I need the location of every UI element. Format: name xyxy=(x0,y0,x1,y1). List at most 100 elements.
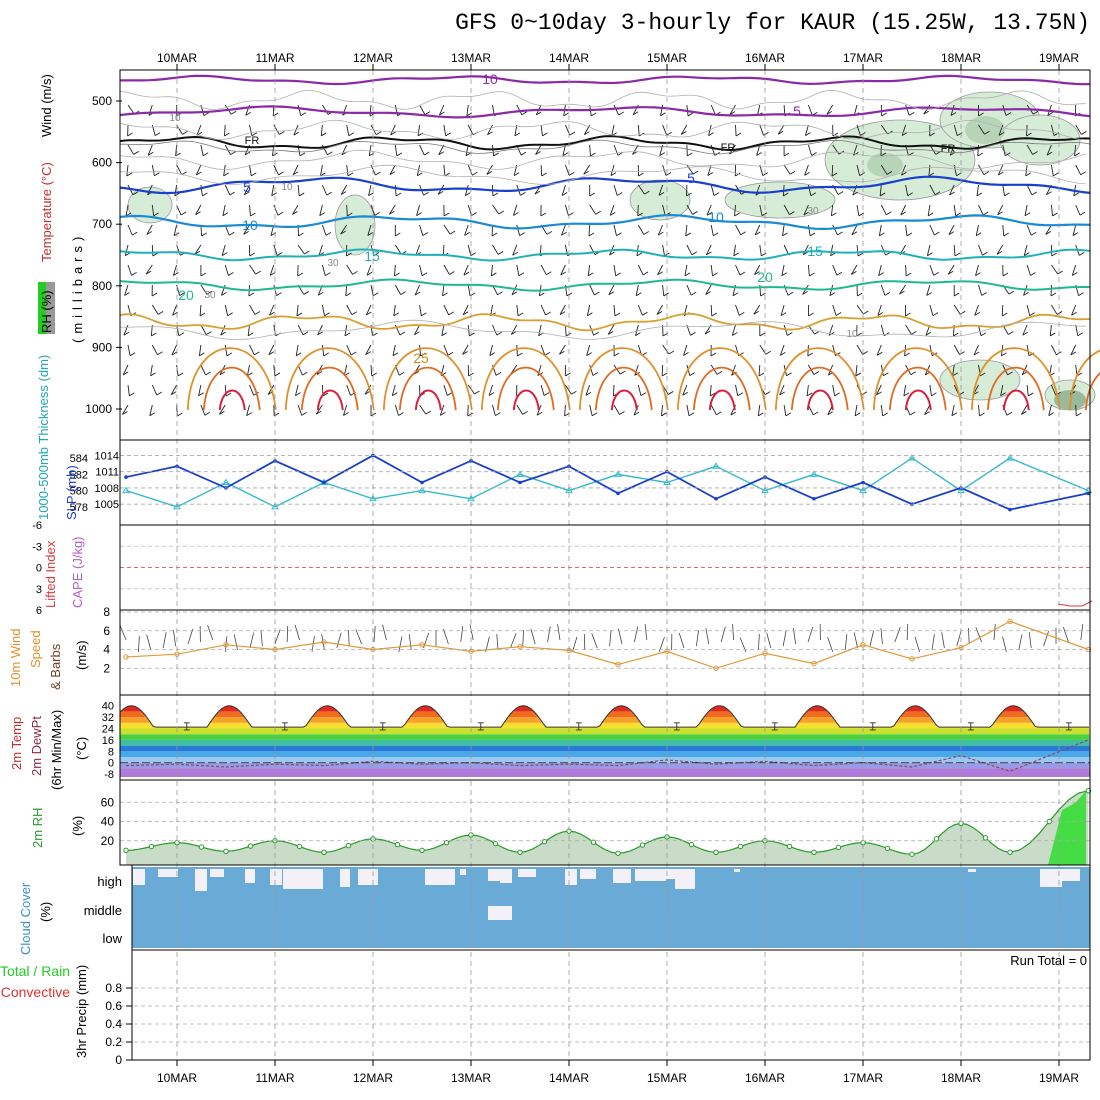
wind-barb xyxy=(320,124,323,136)
wind-barb xyxy=(156,391,163,396)
wind-barb xyxy=(927,252,933,257)
wind-barb xyxy=(471,212,477,216)
wind-barb xyxy=(244,191,250,196)
wind-barb xyxy=(224,264,229,276)
wind-barb xyxy=(1046,144,1052,156)
wind-barb xyxy=(346,304,353,315)
rh-label: 10 xyxy=(169,113,181,124)
isotherm-label: FR xyxy=(721,142,736,154)
wind-barb xyxy=(173,630,176,647)
slp-point xyxy=(812,496,816,501)
wind-barb xyxy=(705,628,710,645)
thickness-point xyxy=(222,478,230,485)
chart-title: GFS 0~10day 3-hourly for KAUR (15.25W, 1… xyxy=(455,10,1090,36)
wind-barb xyxy=(857,292,863,297)
isotherm-line xyxy=(119,135,1091,152)
wind-barb xyxy=(564,204,569,216)
wind-barb xyxy=(609,204,615,216)
wind-barb xyxy=(365,344,372,355)
wind-barb xyxy=(491,232,498,237)
rh-shading xyxy=(867,153,903,177)
wind-barb xyxy=(419,404,427,415)
rh-point xyxy=(933,836,940,842)
wind-barb xyxy=(1053,132,1060,137)
wind-barb xyxy=(1050,344,1057,356)
wind-barb xyxy=(571,390,577,395)
wind-barb xyxy=(1071,311,1077,316)
wind-barb xyxy=(522,410,528,415)
wind-speed-point xyxy=(811,660,817,667)
wind-barb xyxy=(514,132,521,137)
wind-barb xyxy=(634,626,639,643)
wind-barb xyxy=(315,404,323,415)
temp-tick-label: 16 xyxy=(102,735,114,747)
wind-barb xyxy=(340,184,348,195)
wind-barb xyxy=(975,627,982,643)
wind-barb xyxy=(496,331,503,336)
wind-barb xyxy=(368,144,372,156)
wind-barb xyxy=(911,330,917,335)
wind-barb xyxy=(122,411,128,415)
wind-barb xyxy=(488,392,495,396)
thickness-point xyxy=(614,470,622,477)
wind-barb xyxy=(325,272,331,277)
wind-barb xyxy=(1070,351,1077,356)
rh-tick-label: 40 xyxy=(101,815,115,829)
wind-barb xyxy=(443,628,449,645)
wind-barb xyxy=(613,224,617,236)
wind-barb xyxy=(470,252,477,257)
rh-area xyxy=(126,790,1089,865)
wind-barb xyxy=(713,192,720,197)
wind-barb xyxy=(517,312,524,317)
wind-barb xyxy=(441,324,445,336)
temp-band xyxy=(120,717,1090,723)
wind-barb xyxy=(322,104,329,115)
slp-tick-label: 1008 xyxy=(95,483,119,495)
wind-tick-label: 8 xyxy=(103,605,110,619)
isotherm-label: FR xyxy=(245,135,260,147)
temp-units-label: (°C) xyxy=(74,737,89,760)
wind-barb xyxy=(859,172,865,177)
wind-barb xyxy=(230,151,236,156)
wind-barb xyxy=(246,364,250,376)
thickness-point xyxy=(467,494,475,502)
wind-barb xyxy=(739,271,746,276)
wind-barb xyxy=(445,132,451,137)
temp-band xyxy=(120,768,1090,777)
wind-barb xyxy=(200,144,204,156)
wind-barb xyxy=(662,244,665,256)
wind-barb xyxy=(953,124,958,136)
wind-barb xyxy=(880,244,887,256)
wind-barb xyxy=(415,244,421,256)
bottom-date-label: 14MAR xyxy=(549,1071,589,1085)
wind-barb xyxy=(637,124,640,136)
wind-barb xyxy=(1050,124,1055,136)
wind-barb xyxy=(950,112,957,116)
wind-barb xyxy=(635,332,641,337)
wind-speed-label: Speed xyxy=(28,630,43,668)
wind-barb xyxy=(876,351,883,356)
wind-barb xyxy=(929,264,935,276)
wind-barb xyxy=(978,404,980,416)
wind-barb xyxy=(953,244,956,257)
wind-barb xyxy=(644,624,648,641)
isotherm-label: 5 xyxy=(243,179,251,195)
isotherm-label: 20 xyxy=(757,269,773,285)
wind-barb xyxy=(830,252,836,257)
wind-barb xyxy=(443,264,450,275)
wind-barb xyxy=(877,312,884,316)
isotherm-35 xyxy=(806,389,834,411)
wind-barb xyxy=(546,230,553,235)
wind-barb xyxy=(686,204,693,215)
wind-barb xyxy=(879,232,885,237)
wind-barb xyxy=(348,630,350,647)
wind-barb xyxy=(876,344,882,356)
wind-barb xyxy=(836,271,843,276)
wind-barb xyxy=(662,344,670,355)
wind-barb xyxy=(369,104,372,116)
wind-barb xyxy=(269,311,275,316)
wind-barb xyxy=(1080,624,1084,641)
wind-barb xyxy=(568,171,575,176)
wind-barb xyxy=(692,211,698,215)
cloud-gap-middle xyxy=(488,906,512,920)
